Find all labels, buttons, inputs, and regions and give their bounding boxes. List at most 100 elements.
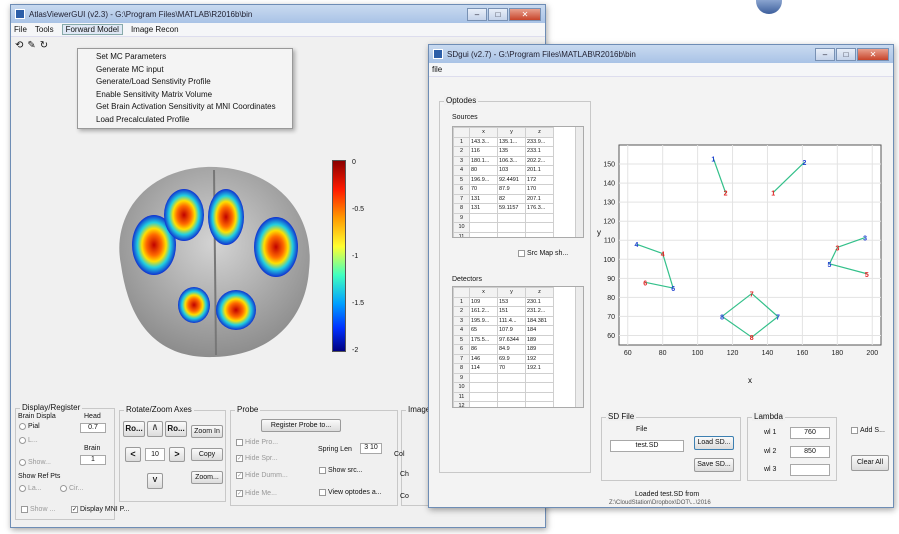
- detectors-scrollbar[interactable]: [575, 287, 583, 407]
- show-src-checkbox[interactable]: Show src...: [319, 467, 363, 474]
- wl3-field[interactable]: [790, 464, 830, 476]
- rotate-icon[interactable]: ⟲: [15, 39, 24, 51]
- table-cell[interactable]: 70: [497, 363, 526, 374]
- table-cell[interactable]: [469, 401, 498, 407]
- table-cell[interactable]: [469, 391, 498, 402]
- table-cell[interactable]: [469, 212, 498, 223]
- brain-alpha-field[interactable]: 1: [80, 455, 106, 465]
- rotate-step-field[interactable]: 10: [145, 448, 165, 461]
- hide-me-checkbox[interactable]: ✓ Hide Me...: [236, 490, 277, 497]
- table-cell[interactable]: 192: [525, 353, 554, 364]
- pan-right-button[interactable]: >: [169, 447, 185, 462]
- copy-button[interactable]: Copy: [191, 448, 223, 461]
- table-cell[interactable]: [525, 391, 554, 402]
- sources-table[interactable]: x y z 1 143.3... 135.1... 233.9... 2 116 135 233.1…: [453, 127, 554, 237]
- wl2-field[interactable]: 850: [790, 446, 830, 458]
- table-row[interactable]: 8 131 59.1157 176.3...: [453, 203, 554, 214]
- pan-icon[interactable]: ↻: [39, 39, 49, 51]
- table-cell[interactable]: [469, 382, 498, 393]
- table-cell[interactable]: 116: [469, 146, 498, 157]
- table-cell[interactable]: [497, 231, 526, 237]
- table-row[interactable]: 3 195.9... 111.4... 184.381: [453, 315, 554, 326]
- table-cell[interactable]: 59.1157: [497, 203, 526, 214]
- table-cell[interactable]: [525, 372, 554, 383]
- table-cell[interactable]: 70: [469, 184, 498, 195]
- detector-marker[interactable]: 6: [671, 286, 675, 293]
- table-cell[interactable]: [469, 222, 498, 233]
- detector-marker[interactable]: 7: [776, 315, 780, 322]
- table-cell[interactable]: 230.1: [525, 296, 554, 307]
- hide-pro-checkbox[interactable]: Hide Pro...: [236, 439, 278, 446]
- table-row[interactable]: 7 131 82 207.1: [453, 193, 554, 204]
- source-marker[interactable]: 5: [865, 272, 869, 279]
- table-cell[interactable]: 180.1...: [469, 155, 498, 166]
- source-marker[interactable]: 8: [750, 335, 754, 342]
- table-cell[interactable]: 111.4...: [497, 315, 526, 326]
- menu-item-load-precalculated-profile[interactable]: Load Precalculated Profile: [96, 114, 190, 124]
- table-row[interactable]: 9: [453, 372, 554, 383]
- table-row[interactable]: 6 70 87.9 170: [453, 184, 554, 195]
- l-radio[interactable]: L...: [19, 437, 38, 444]
- sources-table-wrap[interactable]: x y z 1 143.3... 135.1... 233.9... 2 116 135 233.1…: [452, 126, 584, 238]
- src-map-checkbox[interactable]: Src Map sh...: [518, 250, 568, 257]
- menu-tools[interactable]: Tools: [34, 25, 54, 34]
- table-cell[interactable]: 131: [469, 193, 498, 204]
- save-sd-button[interactable]: Save SD...: [694, 458, 734, 472]
- source-marker[interactable]: 1: [771, 190, 775, 197]
- hide-dumm-checkbox[interactable]: ✓ Hide Dumm...: [236, 472, 288, 479]
- table-cell[interactable]: 103: [497, 165, 526, 176]
- sources-scrollbar[interactable]: [575, 127, 583, 237]
- display-mni-checkbox[interactable]: ✓ Display MNI P...: [71, 506, 130, 513]
- table-cell[interactable]: [469, 372, 498, 383]
- detector-marker[interactable]: 4: [635, 242, 639, 249]
- table-cell[interactable]: 189: [525, 344, 554, 355]
- zoom-out-button[interactable]: Zoom...: [191, 471, 223, 484]
- table-cell[interactable]: 107.9: [497, 325, 526, 336]
- detector-marker[interactable]: 5: [828, 262, 832, 269]
- table-cell[interactable]: 231.2...: [525, 306, 554, 317]
- spring-len-field[interactable]: 3 10: [360, 443, 382, 454]
- detectors-table-wrap[interactable]: x y z 1 109 153 230.1 2 161.2... 151 231.2... 3 195.…: [452, 286, 584, 408]
- show-radio[interactable]: Show...: [19, 459, 51, 466]
- register-probe-button[interactable]: Register Probe to...: [261, 419, 341, 432]
- table-cell[interactable]: 86: [469, 344, 498, 355]
- source-marker[interactable]: 2: [724, 191, 728, 198]
- table-row[interactable]: 6 86 84.9 189: [453, 344, 554, 355]
- table-cell[interactable]: 201.1: [525, 165, 554, 176]
- table-cell[interactable]: 170: [525, 184, 554, 195]
- table-cell[interactable]: 135.1...: [497, 136, 526, 147]
- menu-file[interactable]: file: [432, 65, 443, 74]
- table-row[interactable]: 9: [453, 212, 554, 223]
- table-cell[interactable]: 233.9...: [525, 136, 554, 147]
- table-row[interactable]: 5 175.5... 97.6344 189: [453, 334, 554, 345]
- menu-item-generate-load-sensitivity[interactable]: Generate/Load Senstivity Profile: [96, 77, 211, 86]
- table-cell[interactable]: 143.3...: [469, 136, 498, 147]
- brain-render[interactable]: [106, 155, 321, 360]
- clear-all-button[interactable]: Clear All: [851, 455, 889, 471]
- cir-radio[interactable]: Cir...: [60, 485, 83, 492]
- pan-left-button[interactable]: <: [125, 447, 141, 462]
- table-row[interactable]: 2 161.2... 151 231.2...: [453, 306, 554, 317]
- table-cell[interactable]: 65: [469, 325, 498, 336]
- table-cell[interactable]: 92.4491: [497, 174, 526, 185]
- menu-item-set-mc-parameters[interactable]: Set MC Parameters: [96, 52, 167, 61]
- table-row[interactable]: 12: [453, 401, 554, 407]
- table-cell[interactable]: 161.2...: [469, 306, 498, 317]
- menu-image-recon[interactable]: Image Recon: [130, 25, 179, 34]
- detectors-table[interactable]: x y z 1 109 153 230.1 2 161.2... 151 231.2... 3 195.…: [453, 287, 554, 407]
- menu-item-generate-mc-input[interactable]: Generate MC input: [96, 64, 164, 74]
- table-cell[interactable]: [525, 222, 554, 233]
- zoom-in-button[interactable]: Zoom In: [191, 425, 223, 438]
- table-cell[interactable]: [497, 382, 526, 393]
- table-cell[interactable]: 84.9: [497, 344, 526, 355]
- table-cell[interactable]: 233.1: [525, 146, 554, 157]
- table-cell[interactable]: [497, 401, 526, 407]
- table-row[interactable]: 11: [453, 231, 554, 237]
- la-radio[interactable]: La...: [19, 485, 42, 492]
- table-cell[interactable]: 192.1: [525, 363, 554, 374]
- table-row[interactable]: 4 65 107.9 184: [453, 325, 554, 336]
- table-cell[interactable]: 97.6344: [497, 334, 526, 345]
- close-button[interactable]: ✕: [857, 47, 889, 61]
- plot-area[interactable]: [618, 144, 882, 346]
- menu-item-enable-sensitivity-volume[interactable]: Enable Sensitivity Matrix Volume: [96, 89, 213, 99]
